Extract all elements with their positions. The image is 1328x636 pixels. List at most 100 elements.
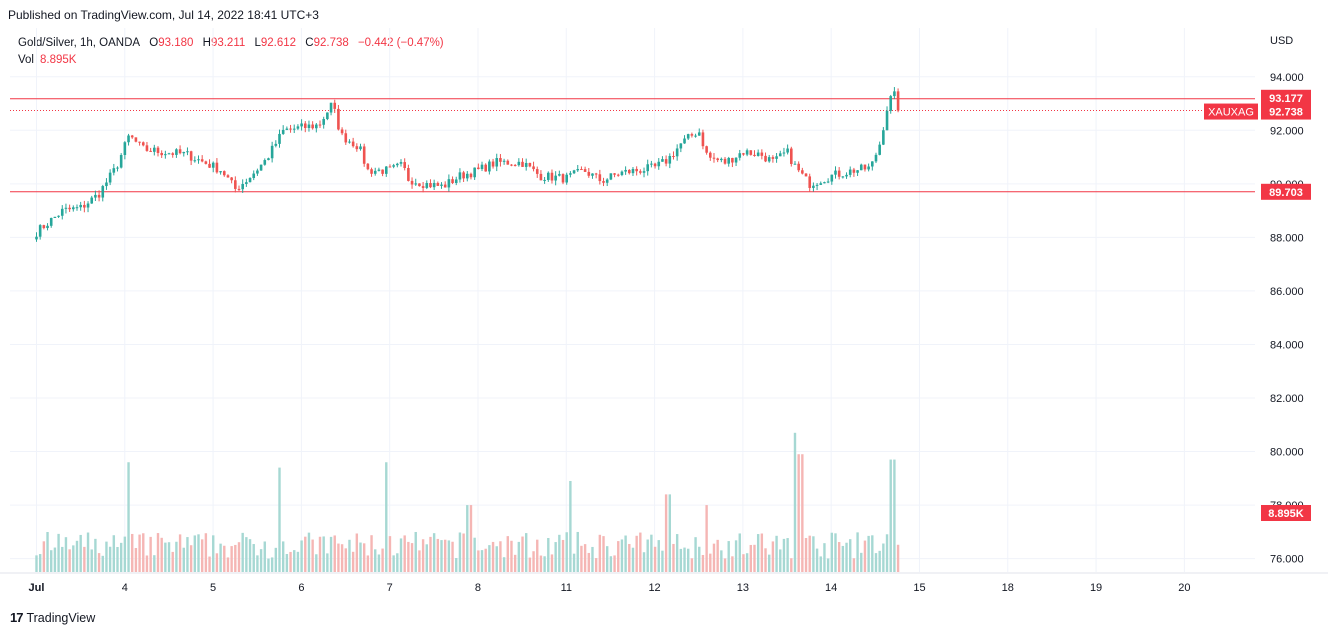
volume-bar	[68, 549, 71, 572]
volume-bar	[499, 541, 502, 572]
y-tick-label: 82.000	[1270, 393, 1304, 405]
volume-bar	[388, 536, 392, 572]
candle-body	[664, 159, 668, 164]
volume-bar	[808, 535, 811, 572]
horizontal-lines	[10, 98, 1255, 193]
candle-body	[399, 162, 403, 164]
candle-body	[407, 168, 410, 181]
candle-body	[480, 164, 484, 170]
close-label: C	[305, 37, 314, 49]
candle-body	[256, 170, 259, 174]
candle-body	[123, 142, 127, 156]
candle-body	[281, 129, 285, 134]
y-tick-label: 80.000	[1270, 447, 1304, 459]
candle-body	[477, 167, 480, 170]
volume-bar	[587, 552, 590, 572]
candle-body	[326, 112, 329, 120]
candle-body	[248, 178, 252, 183]
chart-legend: Gold/Silver, 1h, OANDA O93.180 H93.211 L…	[18, 35, 444, 69]
symbol-label[interactable]: Gold/Silver, 1h, OANDA	[18, 37, 141, 49]
high-label: H	[202, 37, 211, 49]
volume-bar	[690, 558, 694, 572]
candle-body	[366, 163, 370, 170]
volume-bar	[447, 540, 451, 572]
volume-bar	[374, 549, 377, 572]
volume-bar	[315, 554, 318, 572]
footer[interactable]: 17 TradingView	[10, 610, 95, 625]
candle-body	[834, 170, 837, 175]
volume-bar	[749, 544, 753, 572]
volume-bar	[484, 548, 487, 572]
volume-bar	[270, 557, 274, 572]
volume-bar	[620, 539, 624, 572]
candle-body	[222, 171, 226, 176]
volume-bar	[455, 558, 458, 572]
candle-body	[723, 158, 727, 164]
candle-body	[797, 163, 800, 171]
volume-bar	[569, 480, 572, 572]
volume-bar	[491, 541, 495, 572]
candle-body	[311, 124, 314, 129]
volume-bar	[745, 553, 749, 572]
candle-body	[775, 156, 778, 159]
volume-bar	[123, 536, 127, 572]
candle-body	[388, 166, 392, 168]
volume-bar	[683, 547, 686, 572]
volume-bar	[79, 534, 82, 572]
candle-body	[49, 217, 53, 226]
volume-bar	[245, 537, 248, 572]
candle-body	[263, 160, 267, 165]
x-tick-label: 20	[1178, 582, 1190, 594]
candle-body	[812, 185, 815, 188]
volume-bar	[359, 542, 362, 572]
volume-bar	[175, 541, 178, 572]
volume-bar	[635, 535, 638, 572]
candle-body	[896, 91, 900, 111]
candle-body	[274, 143, 278, 146]
candle-body	[675, 148, 679, 157]
candle-body	[348, 141, 351, 143]
volume-bar	[348, 539, 351, 572]
candle-body	[465, 173, 469, 179]
volume-bar	[35, 555, 38, 572]
candle-body	[215, 162, 219, 173]
candle-body	[874, 154, 878, 162]
volume-bar	[322, 536, 325, 572]
candle-body	[639, 171, 642, 173]
volume-bar	[510, 540, 513, 572]
currency-label[interactable]: USD	[1270, 35, 1294, 47]
volume-bar	[782, 538, 786, 572]
close-value: 92.738	[313, 37, 349, 49]
candle-body	[340, 129, 344, 134]
candle-body	[101, 186, 105, 198]
candle-body	[543, 179, 546, 181]
volume-bar	[197, 534, 200, 572]
volume-bar	[204, 533, 208, 572]
candle-body	[532, 166, 535, 170]
candle-body	[189, 151, 193, 161]
volume-bar	[440, 540, 443, 572]
volume-bar	[532, 551, 535, 572]
volume-bar	[311, 539, 314, 572]
candle-body	[197, 159, 200, 161]
candle-body	[823, 182, 826, 184]
candle-body	[635, 168, 638, 172]
candles	[35, 87, 900, 242]
volume-bar	[274, 547, 278, 572]
candle-body	[300, 123, 303, 127]
volume-bar	[712, 543, 716, 572]
volume-bar	[230, 546, 233, 572]
candle-body	[631, 168, 635, 174]
volume-bar	[506, 536, 509, 572]
candle-body	[145, 145, 149, 151]
volume-bar	[837, 542, 841, 572]
volume-bar	[329, 536, 333, 572]
volume-bar	[370, 535, 373, 572]
volume-bar	[874, 553, 878, 572]
candle-body	[79, 204, 82, 208]
x-tick-label: 14	[825, 582, 837, 594]
volume-bar	[462, 533, 465, 572]
candle-body	[138, 141, 141, 143]
volume-bar	[517, 541, 521, 572]
